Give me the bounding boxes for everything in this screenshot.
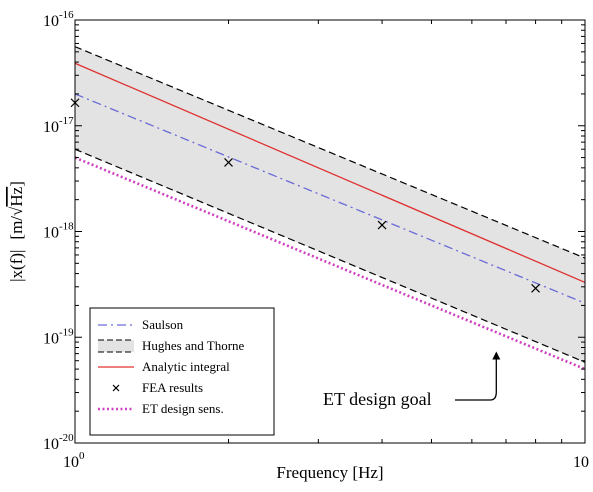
legend-entry: FEA results <box>112 380 203 395</box>
series-line-2 <box>75 62 585 284</box>
legend-label: Saulson <box>142 317 184 332</box>
legend-box <box>89 307 275 436</box>
legend-label: Hughes and Thorne <box>142 338 245 353</box>
legend-entry: Hughes and Thorne <box>98 338 245 353</box>
fea-point-stroke-b <box>531 283 541 293</box>
fea-point-marker <box>224 157 233 167</box>
y-tick-label: 10-19 <box>43 326 74 347</box>
legend-label: Analytic integral <box>142 359 230 374</box>
fea-point-stroke-b <box>377 220 387 230</box>
x-axis-title: Frequency [Hz] <box>276 463 383 482</box>
annotation-label: ET design goal <box>323 389 432 409</box>
band-fill-1 <box>75 46 585 363</box>
fea-point-marker <box>531 283 541 293</box>
series-line-0 <box>75 93 585 304</box>
legend-swatch-band <box>98 340 134 352</box>
plot-area <box>75 46 585 371</box>
x-tick-label: 100 <box>63 450 85 471</box>
legend-label: FEA results <box>142 380 203 395</box>
y-axis-title: |x(f)|[m/√Hz] <box>7 181 26 282</box>
y-tick-label: 10-18 <box>43 221 74 242</box>
series-line-4 <box>75 156 585 371</box>
fea-point-stroke-b <box>224 157 233 167</box>
annotation-arrow-head <box>492 351 501 360</box>
legend-entry: ET design sens. <box>98 401 224 416</box>
legend-entry: Saulson <box>98 317 184 332</box>
y-tick-label: 10-20 <box>43 432 74 453</box>
legend-label: ET design sens. <box>142 401 224 416</box>
y-tick-label: 10-17 <box>43 115 74 136</box>
legend-swatch-x-b <box>112 384 120 392</box>
fea-point-marker <box>377 220 387 230</box>
legend-entry: Analytic integral <box>98 359 230 374</box>
annotation-arrow-path <box>455 358 497 401</box>
y-tick-label: 10-16 <box>43 9 74 30</box>
band-lower-line <box>75 148 585 363</box>
band-upper-line <box>75 46 585 259</box>
x-tick-label: 10 <box>573 454 589 471</box>
